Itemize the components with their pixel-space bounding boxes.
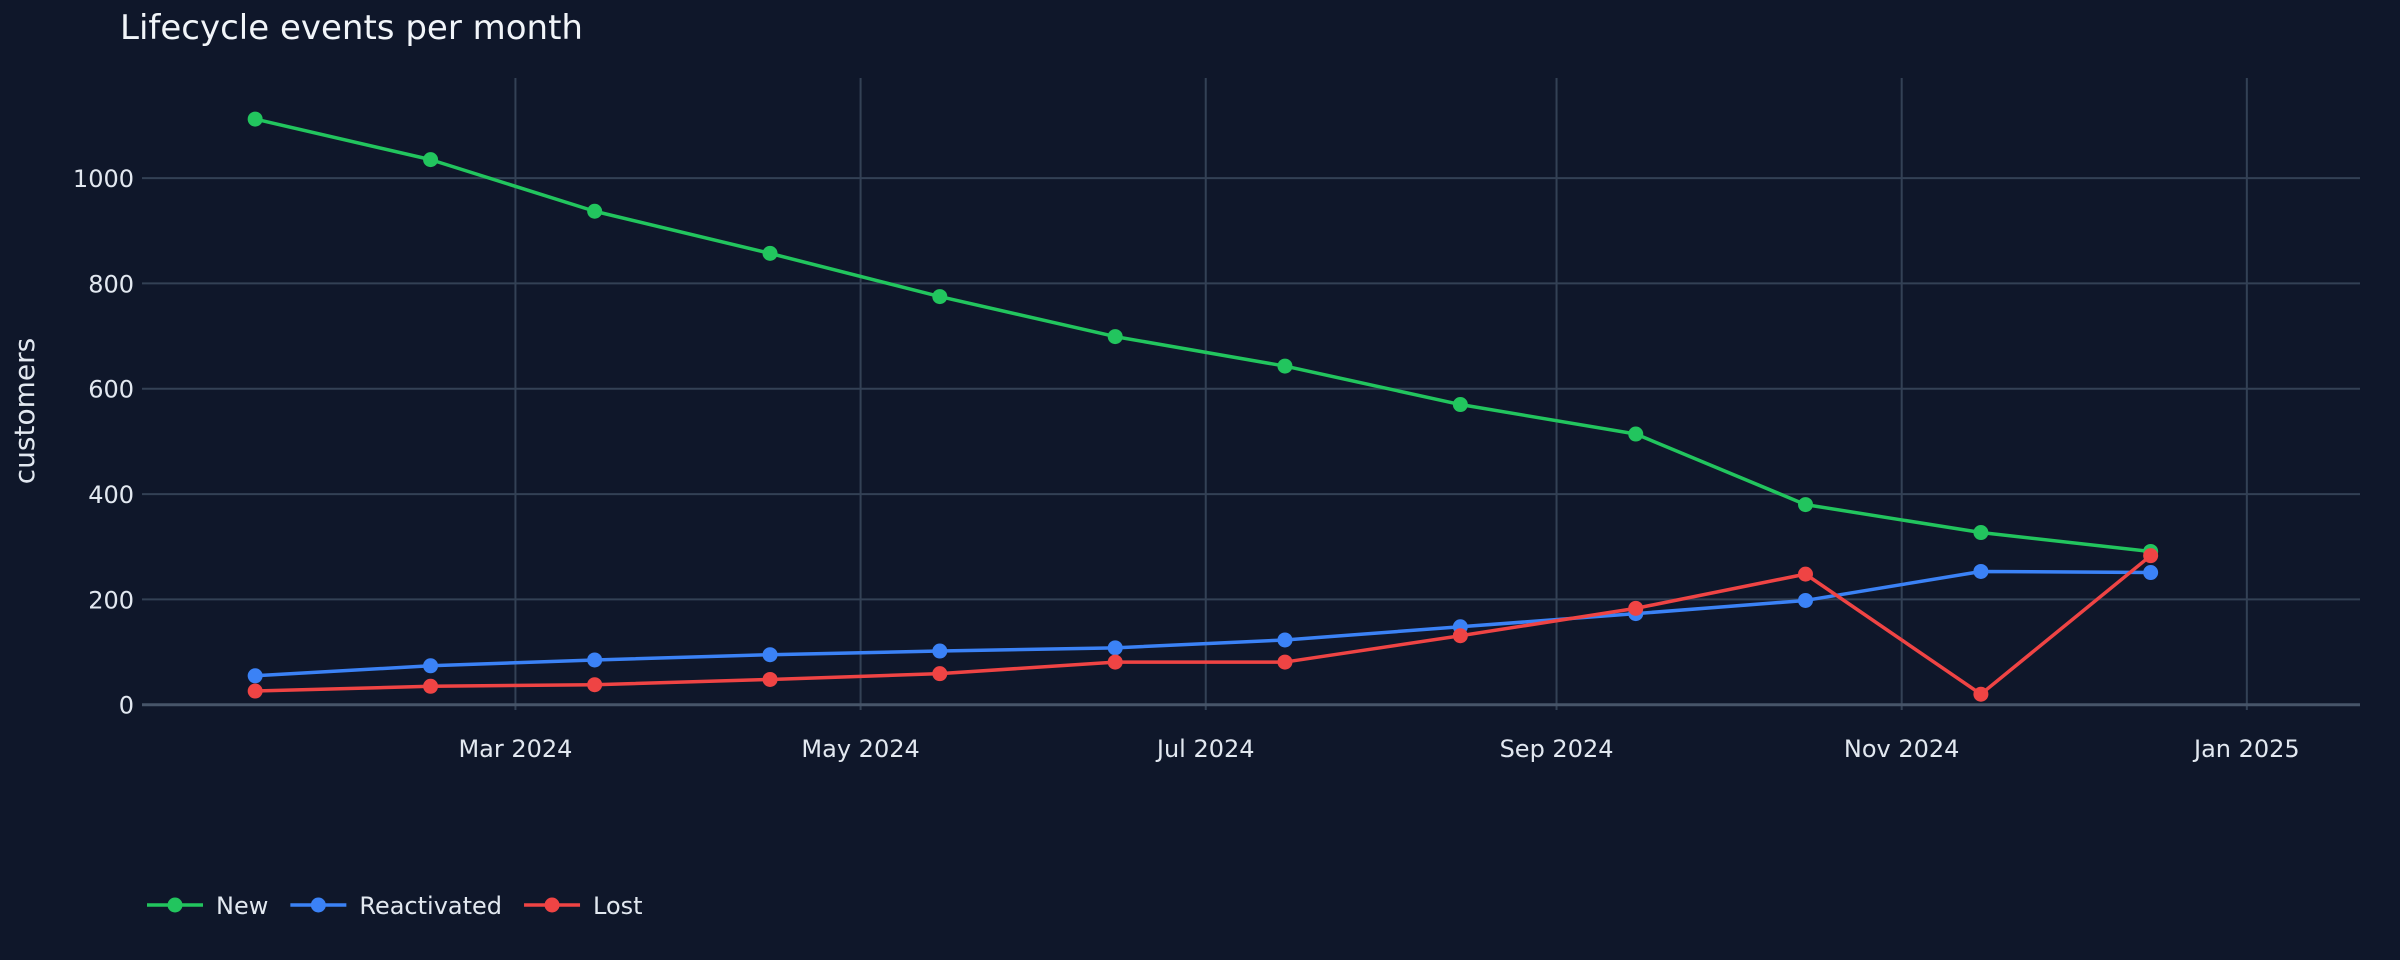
data-point [762,647,778,663]
data-point [1628,426,1644,442]
data-point [423,658,439,674]
data-point [932,289,948,305]
series-line [255,554,2152,696]
data-point [1277,632,1293,648]
legend-swatch-marker [310,897,326,913]
data-point [1452,397,1468,413]
y-tick-label: 1000 [73,165,134,193]
data-point [587,203,603,219]
chart-title: Lifecycle events per month [120,8,583,48]
data-point [2143,565,2159,581]
data-point [1798,566,1813,582]
y-tick-label: 200 [88,586,134,614]
series-group [247,111,2159,702]
data-point [247,668,263,684]
x-tick-label: Jan 2025 [2192,735,2300,763]
x-tick-label: Sep 2024 [1500,735,1614,763]
x-tick-label: May 2024 [801,735,919,763]
data-point [1798,497,1813,513]
data-point [1973,563,1989,579]
series-lost [247,548,2159,702]
y-axis-label: customers [8,338,41,484]
data-point [1277,358,1293,374]
data-point [1628,600,1644,616]
data-point [1107,640,1123,656]
x-tick-label: Mar 2024 [458,735,572,763]
legend-label: Reactivated [359,892,502,920]
legend-swatch-marker [544,897,560,913]
data-point [423,152,439,168]
series-reactivated [247,563,2159,684]
y-tick-label: 400 [88,481,134,509]
data-point [1107,654,1123,670]
series-line [254,117,2151,554]
legend-item: Reactivated [290,892,502,920]
grid [142,78,2360,710]
data-point [932,666,948,682]
data-point [1973,525,1989,541]
y-tick-label: 0 [119,692,134,720]
legend-label: Lost [593,892,643,920]
legend-label: New [216,892,268,920]
x-tick-label: Jul 2024 [1155,735,1255,763]
series-line [255,569,2151,678]
axes: 0 200 400 600 800 1000 Mar 2024 May 2024 Jul 202… [73,165,2360,763]
y-tick-label: 800 [88,270,134,298]
y-tick-label: 600 [88,376,134,404]
x-tick-label: Nov 2024 [1844,735,1960,763]
data-point [247,111,263,127]
legend-swatch-marker [167,897,183,913]
data-point [587,652,603,668]
data-point [762,671,778,687]
data-point [1277,654,1293,670]
legend: New Reactivated Lost [147,892,643,920]
legend-item: Lost [524,892,643,920]
data-point [1452,628,1468,644]
data-point [762,245,778,261]
data-point [2143,548,2159,564]
data-point [1798,592,1813,608]
data-point [587,677,603,693]
data-point [1973,686,1989,702]
data-point [247,683,263,699]
series-new [247,111,2159,559]
data-point [1107,329,1123,345]
data-point [932,643,948,659]
data-point [423,678,439,694]
legend-item: New [147,892,268,920]
